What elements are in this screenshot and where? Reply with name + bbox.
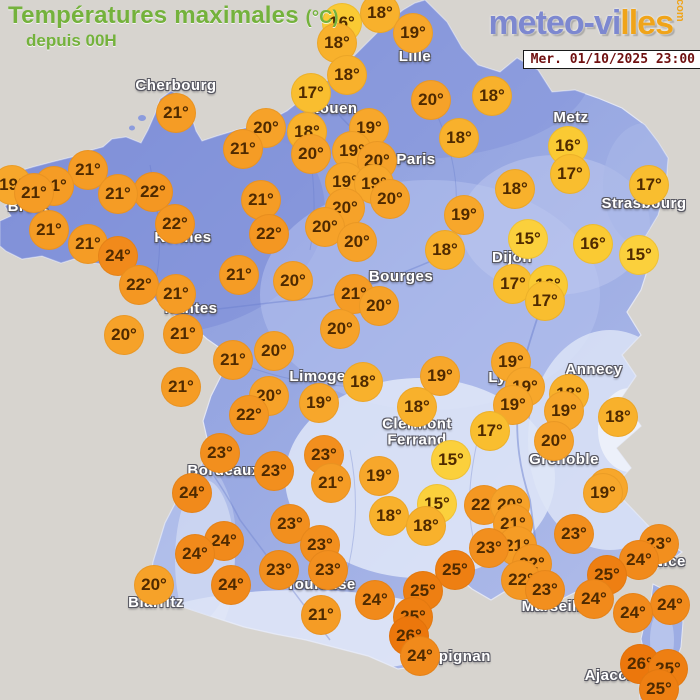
temp-badge: 18° [360,0,400,33]
temp-badge: 25° [639,669,679,700]
temp-badge: 22° [119,265,159,305]
temp-badge: 23° [200,433,240,473]
temp-badge: 18° [343,362,383,402]
temp-badge: 20° [359,286,399,326]
temp-badge: 18° [439,118,479,158]
temp-badge: 21° [223,129,263,169]
temp-badge: 20° [534,421,574,461]
temp-badge: 23° [554,514,594,554]
temp-badge: 24° [355,580,395,620]
temp-badge: 19° [393,13,433,53]
temp-badge: 17° [629,165,669,205]
temp-badge: 18° [495,169,535,209]
temp-badge: 19° [583,473,623,513]
logo-dotcom: .com [674,0,686,22]
temp-badge: 24° [574,579,614,619]
temp-badge: 24° [400,636,440,676]
temp-badge: 15° [431,440,471,480]
temp-badge: 21° [311,463,351,503]
temp-badge: 21° [14,173,54,213]
temp-badge: 18° [598,397,638,437]
datetime-strip: Mer. 01/10/2025 23:00 [522,50,700,69]
temp-badge: 23° [469,528,509,568]
temp-badge: 20° [246,108,286,148]
temp-badge: 18° [406,506,446,546]
temp-badge: 15° [619,235,659,275]
temp-badge: 17° [470,411,510,451]
temp-badge: 22° [229,395,269,435]
temp-badge: 20° [134,565,174,605]
temp-badge: 20° [370,179,410,219]
temp-badge: 19° [299,383,339,423]
temp-badge: 24° [613,593,653,633]
temp-badge: 20° [337,222,377,262]
temp-badge: 20° [254,331,294,371]
temp-badge: 20° [320,309,360,349]
meteo-villes-logo[interactable]: meteo-villes.com [488,0,686,43]
temp-badge: 18° [472,76,512,116]
temp-badge: 19° [444,195,484,235]
temp-badge: 21° [213,340,253,380]
logo-part-blue: meteo-vi [488,4,621,42]
header: Températures maximales (°C) depuis 00H [8,2,339,51]
temp-badge: 20° [291,134,331,174]
temp-badge: 15° [508,219,548,259]
temp-badge: 24° [175,534,215,574]
temp-badge: 17° [550,154,590,194]
temp-badge: 21° [161,367,201,407]
temp-badge: 21° [156,274,196,314]
temp-badge: 23° [259,550,299,590]
temp-badge: 18° [397,387,437,427]
page-title-unit: (°C) [305,7,339,27]
temp-badge: 20° [273,261,313,301]
temp-badge: 16° [573,224,613,264]
temp-badge: 24° [650,585,690,625]
temp-badge: 23° [308,550,348,590]
city-label-metz: Metz [553,109,589,127]
temp-badge: 25° [435,550,475,590]
city-label-annecy: Annecy [565,361,623,379]
temp-badge: 18° [425,230,465,270]
page-title-text: Températures maximales [8,2,299,29]
temp-badge: 24° [211,565,251,605]
temp-badge: 20° [104,315,144,355]
temp-badge: 18° [369,496,409,536]
temp-badge: 17° [525,281,565,321]
temp-badge: 21° [241,180,281,220]
city-label-limoges: Limoges [289,368,355,386]
temp-badge: 21° [156,93,196,133]
temp-badge: 19° [359,456,399,496]
city-label-lille: Lille [398,48,432,66]
temp-badge: 22° [249,214,289,254]
logo-part-orange: lles [620,4,674,42]
temp-badge: 24° [172,473,212,513]
temp-badge: 21° [68,150,108,190]
temp-badge: 21° [98,174,138,214]
city-label-bourges: Bourges [368,268,434,286]
temp-badge: 17° [291,73,331,113]
page-title: Températures maximales (°C) [8,2,339,30]
city-label-cherbourg: Cherbourg [135,77,217,95]
temp-badge: 23° [525,570,565,610]
temp-badge: 21° [301,595,341,635]
temp-badge: 21° [163,314,203,354]
temp-badge: 20° [411,80,451,120]
page-subtitle: depuis 00H [26,31,117,50]
temp-badge: 18° [327,55,367,95]
temp-badge: 21° [29,210,69,250]
temp-badge: 23° [254,451,294,491]
temp-badge: 22° [155,204,195,244]
temp-badge: 21° [219,255,259,295]
city-label-paris: Paris [396,151,436,169]
